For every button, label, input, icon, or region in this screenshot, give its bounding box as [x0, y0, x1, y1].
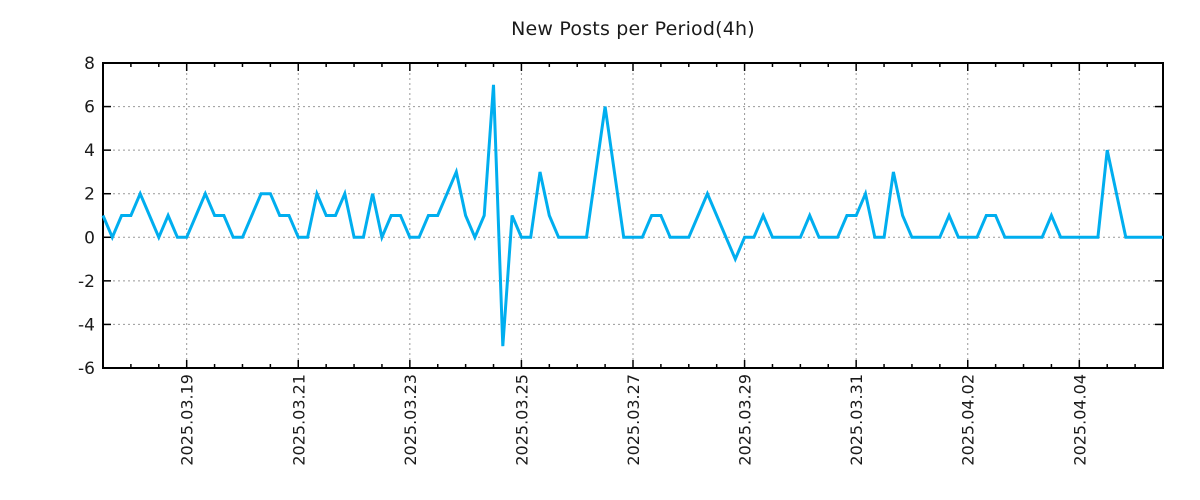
y-tick-label: -2	[78, 272, 95, 292]
y-tick-label: 8	[84, 54, 95, 74]
data-line	[101, 84, 1163, 347]
x-tick-label: 2025.04.04	[1070, 374, 1089, 466]
y-tick-label: -4	[78, 315, 95, 335]
x-tick-label: 2025.03.27	[624, 374, 643, 466]
y-tick-label: 0	[84, 228, 95, 248]
x-tick-label: 2025.03.31	[847, 374, 866, 466]
chart-title: New Posts per Period(4h)	[511, 18, 755, 40]
y-tick-label: 4	[84, 141, 95, 161]
y-tick-label: 2	[84, 185, 95, 205]
x-tick-label: 2025.03.29	[736, 374, 755, 466]
x-tick-label: 2025.03.19	[178, 374, 197, 466]
y-tick-label: -6	[78, 359, 95, 379]
y-tick-label: 6	[84, 98, 95, 118]
x-tick-label: 2025.04.02	[959, 374, 978, 466]
x-tick-label: 2025.03.21	[289, 374, 308, 466]
x-tick-label: 2025.03.25	[512, 374, 531, 466]
x-tick-label: 2025.03.23	[401, 374, 420, 466]
